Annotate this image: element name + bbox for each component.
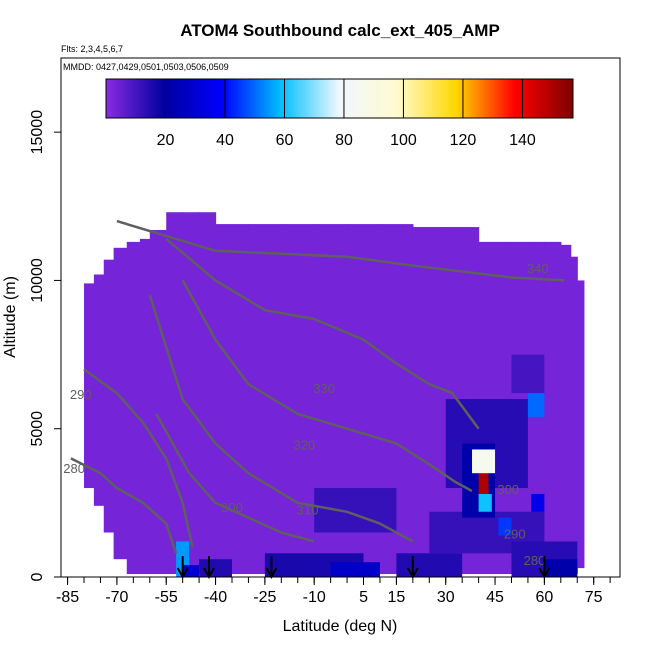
curtain-cell bbox=[215, 224, 250, 575]
y-tick-label: 15000 bbox=[29, 110, 46, 155]
contour-line-320 bbox=[181, 279, 473, 493]
subtitle-flights: Flts: 2,3,4,5,6,7 bbox=[61, 44, 123, 54]
x-tick-label: 5 bbox=[359, 589, 368, 606]
contour-label: 280 bbox=[524, 553, 546, 568]
contour-label: 290 bbox=[70, 387, 92, 402]
heatmap-cell bbox=[498, 517, 512, 536]
contour-label: 300 bbox=[497, 482, 519, 497]
curtain-cell bbox=[84, 283, 95, 489]
curtain-cell bbox=[139, 238, 151, 575]
curtain-cell bbox=[93, 274, 105, 506]
x-tick-label: -55 bbox=[155, 589, 178, 606]
heatmap-cell bbox=[478, 493, 492, 512]
contour-label: 280 bbox=[63, 461, 85, 476]
curtain-cell bbox=[570, 256, 578, 575]
colorbar-tick-label: 140 bbox=[509, 132, 536, 149]
y-tick-label: 5000 bbox=[29, 411, 46, 447]
x-tick-label: -25 bbox=[253, 589, 276, 606]
isentrope-contours: 340 330 320 310 300 290 280 300 290 280 bbox=[63, 219, 565, 568]
x-axis: -85 -70 -55 -40 -25 -10 5 15 30 45 60 75 bbox=[56, 577, 611, 606]
contour-line-330 bbox=[165, 237, 480, 430]
curtain-cell bbox=[113, 247, 128, 560]
x-tick-label: -40 bbox=[204, 589, 227, 606]
chart-title: ATOM4 Southbound calc_ext_405_AMP bbox=[180, 21, 500, 40]
y-axis-label: Altitude (m) bbox=[2, 276, 19, 358]
heatmap-cell bbox=[182, 565, 200, 577]
heatmap-layer bbox=[84, 212, 585, 577]
y-axis: 0 5000 10000 15000 bbox=[29, 110, 61, 581]
curtain-cell bbox=[281, 224, 315, 575]
contour-label: 300 bbox=[221, 500, 243, 515]
heatmap-cell bbox=[531, 493, 545, 512]
curtain-cell bbox=[103, 259, 115, 533]
heatmap-cell bbox=[330, 562, 380, 577]
curtain-cell bbox=[544, 241, 562, 575]
colorbar-tick-label: 80 bbox=[335, 132, 353, 149]
x-tick-label: -85 bbox=[56, 589, 79, 606]
x-tick-label: 45 bbox=[486, 589, 504, 606]
contour-line-310 bbox=[148, 294, 414, 543]
colorbar-tick-label: 20 bbox=[157, 132, 175, 149]
x-tick-label: 60 bbox=[535, 589, 553, 606]
curtain-cell bbox=[126, 241, 141, 575]
y-tick-label: 10000 bbox=[29, 258, 46, 303]
curtain-cell bbox=[560, 244, 572, 575]
heatmap-cell bbox=[472, 449, 496, 474]
contour-line-340 bbox=[116, 219, 565, 282]
colorbar-tick-label: 100 bbox=[390, 132, 417, 149]
contour-line-280 bbox=[70, 457, 178, 554]
contour-label: 310 bbox=[297, 503, 319, 518]
x-axis-label: Latitude (deg N) bbox=[283, 618, 398, 635]
contour-label: 330 bbox=[313, 381, 335, 396]
colorbar-tick-label: 120 bbox=[450, 132, 477, 149]
y-tick-label: 0 bbox=[29, 572, 46, 581]
curtain-cell bbox=[577, 280, 585, 569]
contour-label: 290 bbox=[504, 526, 526, 541]
curtain-cell bbox=[149, 230, 167, 575]
subtitle-dates: MMDD: 0427,0429,0501,0503,0506,0509 bbox=[63, 62, 229, 72]
contour-label: 320 bbox=[293, 437, 315, 452]
x-tick-label: -10 bbox=[303, 589, 326, 606]
curtain-cell bbox=[199, 212, 217, 575]
heatmap-cell bbox=[396, 553, 463, 577]
x-tick-label: -70 bbox=[105, 589, 128, 606]
curtain-cell bbox=[166, 212, 184, 575]
x-tick-label: 30 bbox=[437, 589, 455, 606]
heatmap-cell bbox=[527, 393, 545, 417]
x-tick-label: 75 bbox=[585, 589, 603, 606]
x-tick-label: 15 bbox=[388, 589, 406, 606]
contour-label: 340 bbox=[527, 261, 549, 276]
colorbar-tick-label: 60 bbox=[276, 132, 294, 149]
contour-line-290 bbox=[83, 368, 194, 548]
heatmap-cell bbox=[511, 354, 545, 394]
colorbar: 20 40 60 80 100 120 140 bbox=[105, 78, 574, 149]
colorbar-tick-label: 40 bbox=[216, 132, 234, 149]
contour-line-300 bbox=[155, 413, 315, 543]
colorbar-ticks: 20 40 60 80 100 120 140 bbox=[157, 79, 536, 149]
plot-frame bbox=[60, 57, 621, 578]
heatmap-cell bbox=[544, 559, 578, 577]
colorbar-gradient bbox=[105, 78, 574, 119]
heatmap-cell bbox=[478, 470, 489, 494]
curtain-cell bbox=[248, 224, 282, 575]
